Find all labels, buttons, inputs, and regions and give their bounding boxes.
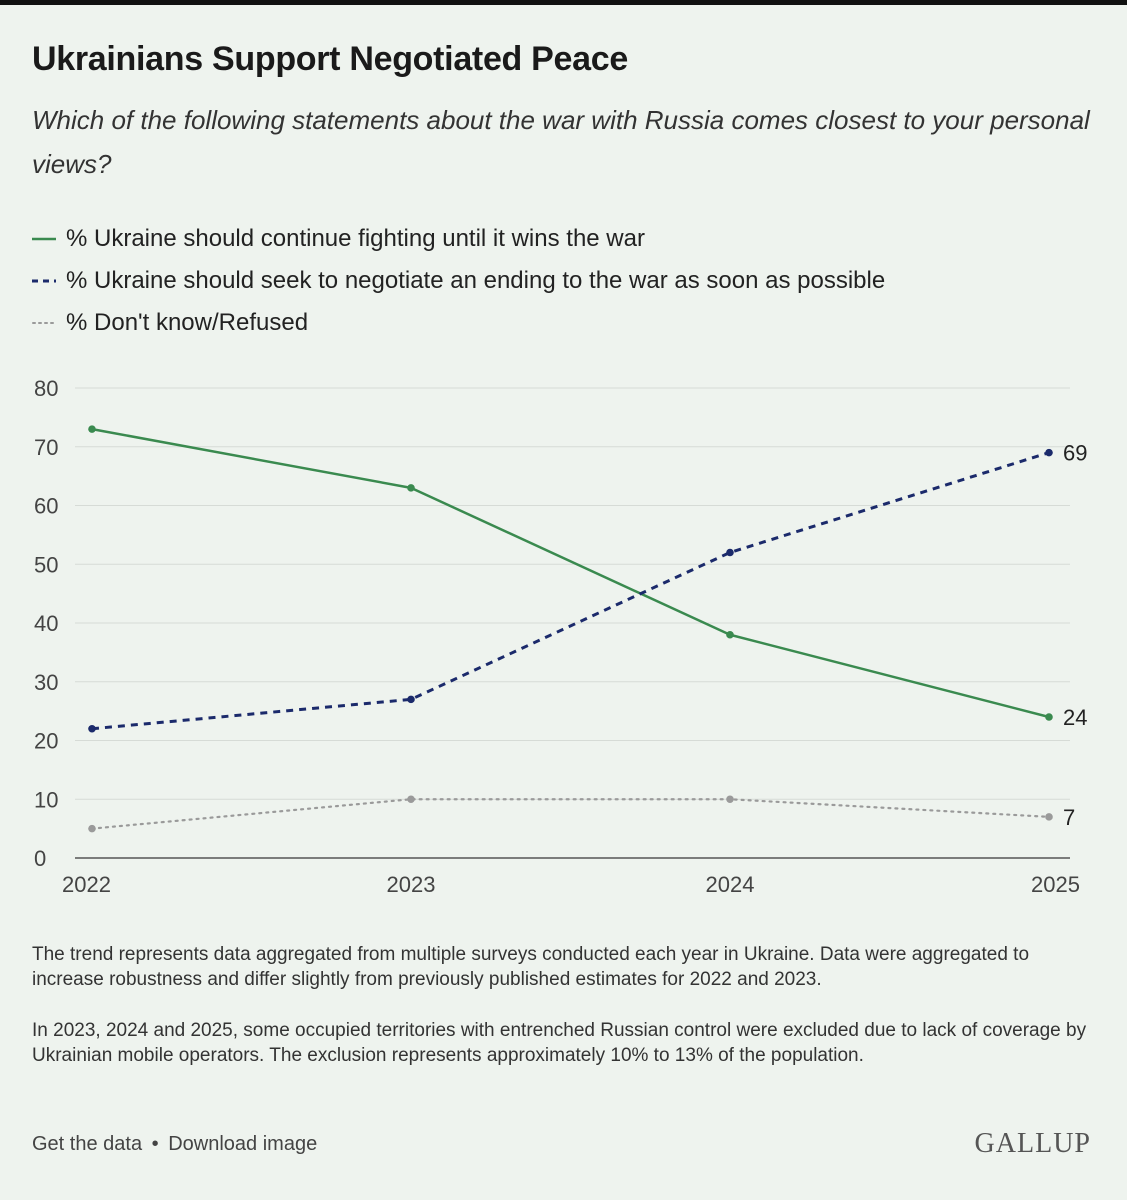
data-point-fight-2022 — [88, 425, 96, 433]
x-tick-label-2022: 2022 — [62, 872, 111, 897]
series-line-dontknow — [90, 798, 1051, 830]
series-line-fight — [91, 427, 1050, 719]
download-image-link[interactable]: Download image — [168, 1133, 318, 1155]
y-tick-label-40: 40 — [34, 611, 58, 636]
x-tick-label-2024: 2024 — [706, 872, 755, 897]
legend-item-fight: % Ukraine should continue fighting until… — [32, 218, 885, 260]
gallup-logo: GALLUP — [974, 1128, 1091, 1159]
data-point-dontknow-2024 — [726, 795, 734, 804]
y-tick-label-80: 80 — [34, 376, 58, 401]
data-point-dontknow-2025 — [1045, 813, 1053, 821]
data-point-dontknow-2022 — [88, 824, 96, 833]
y-tick-label-0: 0 — [34, 846, 46, 871]
data-point-dontknow-2023 — [407, 795, 415, 804]
footer-links: Get the data • Download image — [32, 1133, 317, 1156]
footer-separator: • — [151, 1133, 159, 1155]
legend-label-dontknow: % Don't know/Refused — [66, 309, 309, 336]
line-chart: 0 10 20 30 40 50 60 70 80 2022 2023 2024 2025 24 69 7 — [34, 376, 1087, 897]
y-tick-label-60: 60 — [34, 494, 58, 519]
legend-swatch-dashed — [32, 276, 60, 286]
y-tick-label-20: 20 — [34, 729, 58, 754]
end-label-fight: 24 — [1063, 705, 1087, 730]
x-tick-label-2025: 2025 — [1031, 872, 1080, 897]
end-label-dontknow: 7 — [1063, 805, 1075, 830]
legend-item-negotiate: % Ukraine should seek to negotiate an en… — [32, 260, 885, 302]
legend-item-dontknow: % Don't know/Refused — [32, 302, 885, 344]
data-point-negotiate-2023 — [407, 695, 415, 704]
footnote-exclusion: In 2023, 2024 and 2025, some occupied te… — [32, 1020, 1087, 1066]
y-tick-label-30: 30 — [34, 670, 58, 695]
legend-swatch-solid — [32, 234, 60, 244]
end-label-negotiate: 69 — [1063, 441, 1087, 466]
data-point-fight-2024 — [726, 630, 734, 639]
data-point-negotiate-2025 — [1045, 448, 1053, 457]
data-point-fight-2023 — [407, 484, 415, 492]
chart-title: Ukrainians Support Negotiated Peace — [32, 40, 628, 78]
legend-label-negotiate: % Ukraine should seek to negotiate an en… — [66, 267, 886, 294]
legend-swatch-dotted — [32, 318, 60, 328]
data-point-negotiate-2022 — [88, 724, 96, 733]
data-point-negotiate-2024 — [726, 548, 734, 557]
x-tick-label-2023: 2023 — [387, 872, 436, 897]
legend: % Ukraine should continue fighting until… — [32, 218, 885, 344]
data-point-fight-2025 — [1045, 713, 1053, 721]
y-tick-label-70: 70 — [34, 435, 58, 460]
y-tick-label-10: 10 — [34, 787, 58, 812]
series-line-negotiate — [91, 451, 1050, 731]
chart-subtitle: Which of the following statements about … — [32, 105, 1090, 179]
top-rule — [0, 0, 1127, 5]
y-tick-label-50: 50 — [34, 552, 58, 577]
get-data-link[interactable]: Get the data — [32, 1133, 143, 1155]
legend-label-fight: % Ukraine should continue fighting until… — [66, 225, 645, 252]
footnote-aggregation: The trend represents data aggregated fro… — [32, 944, 1030, 990]
